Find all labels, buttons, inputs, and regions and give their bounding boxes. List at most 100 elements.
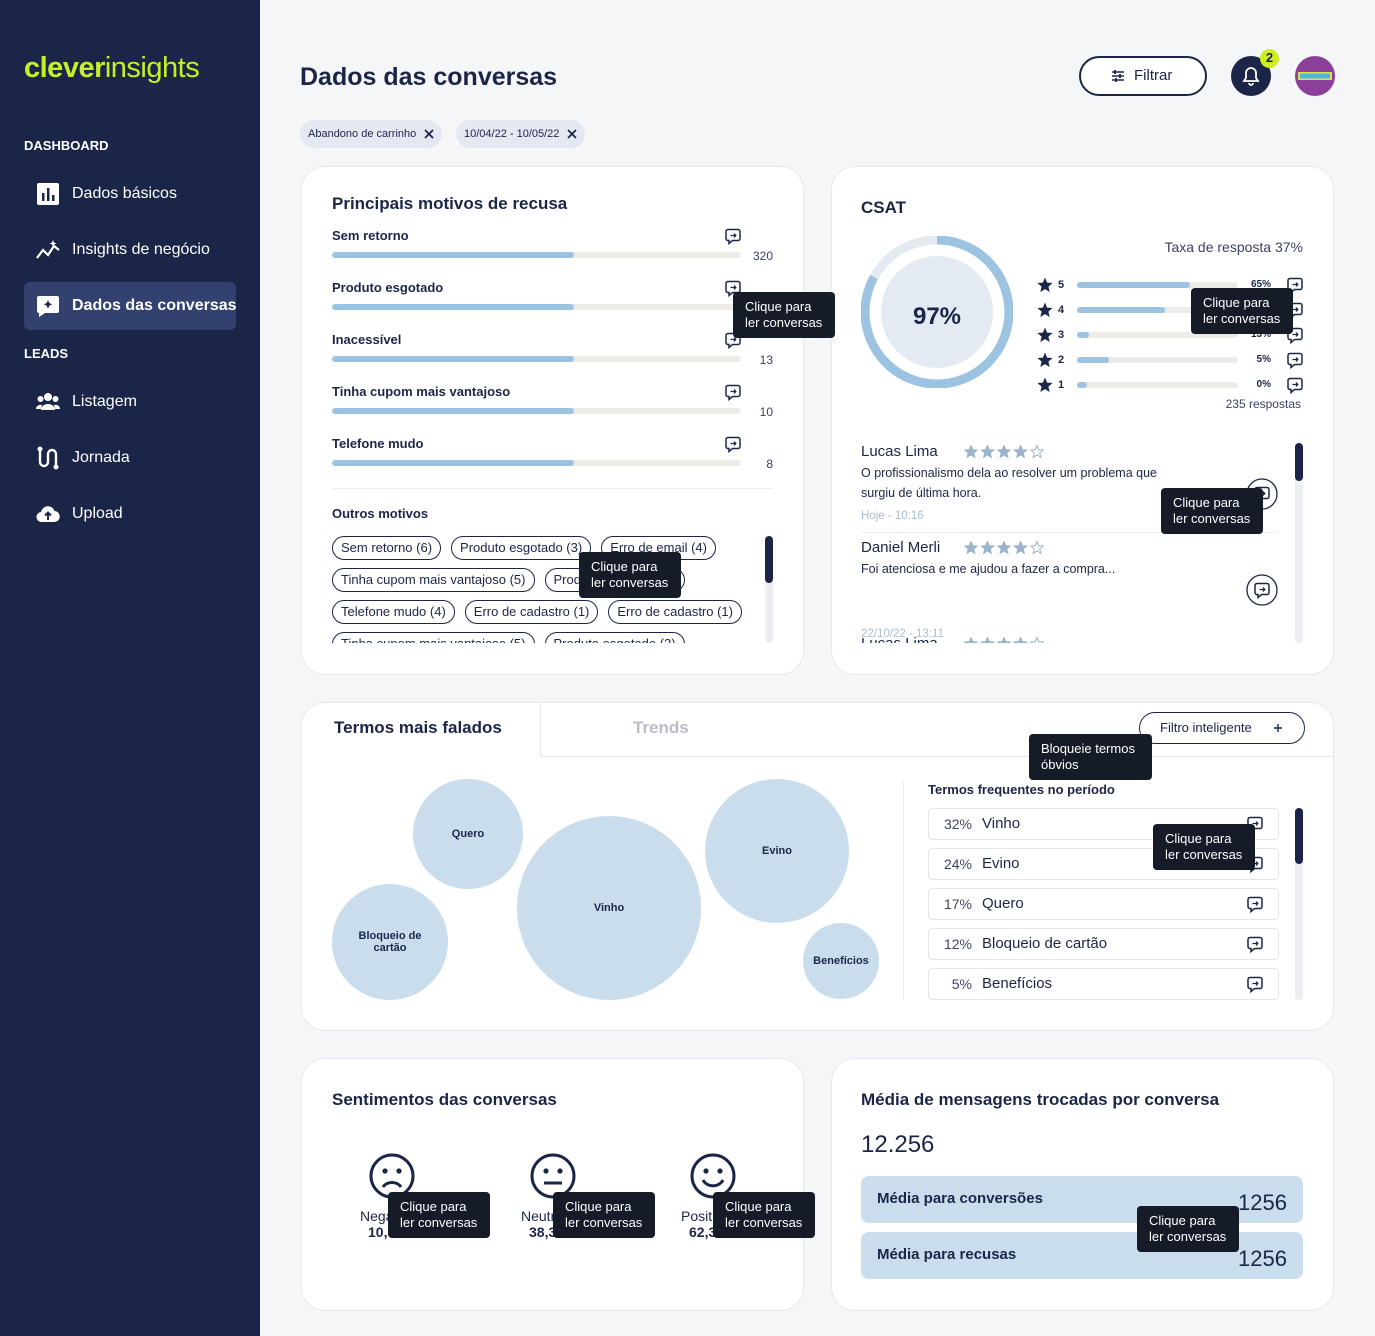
chat-icon[interactable] [1246, 895, 1264, 914]
icon-part [703, 1168, 709, 1174]
term-bubble[interactable]: Bloqueio de cartão [332, 884, 448, 1000]
reason-chip[interactable]: Produto esgotado (3) [451, 536, 592, 560]
icon-part [1029, 540, 1045, 555]
icon-part [36, 244, 60, 259]
icon-part [963, 444, 979, 459]
icon-part [690, 1153, 736, 1199]
icon-part [730, 285, 737, 290]
term-bubble-label: Benefícios [813, 955, 869, 967]
term-row [928, 928, 1279, 960]
icon-part [1037, 302, 1053, 317]
term-bubble[interactable]: Benefícios [803, 923, 879, 999]
icon-part [1292, 307, 1299, 312]
review-time: 22/10/22 - 13:11 [861, 628, 944, 640]
reviewer-name: Lucas Lima [861, 634, 938, 643]
reason-chip[interactable]: Tinha cupom mais vantajoso (5) [332, 568, 535, 592]
rating-stars: 4 [1058, 304, 1065, 316]
chat-icon[interactable] [1246, 975, 1264, 994]
icon-part [1037, 277, 1053, 292]
reason-chip[interactable]: Produto esgotado (3) [544, 632, 685, 643]
icon-part [44, 511, 52, 520]
review-text: O profissionalismo dela ao resolver um p… [861, 466, 1157, 500]
tooltip: Clique para ler conversas [1137, 1206, 1239, 1252]
chat-icon[interactable] [724, 227, 742, 246]
icon-part [1287, 377, 1303, 395]
icon-part [1274, 724, 1282, 732]
reason-chip[interactable]: Tinha cupom mais vantajoso (5) [332, 632, 535, 643]
term-bubble-label: Vinho [593, 902, 625, 914]
icon-part [1037, 302, 1053, 317]
term-bubble[interactable]: Evino [705, 779, 849, 923]
sidebar-item[interactable]: Listagem [72, 393, 137, 410]
icon-part [1013, 444, 1028, 459]
messages-row-value: 1256 [1238, 1190, 1287, 1215]
sidebar-section-title: LEADS [24, 346, 69, 361]
avatar[interactable] [1295, 56, 1335, 96]
bell-button[interactable] [1231, 56, 1271, 96]
icon-part [725, 436, 741, 454]
reason-chip[interactable]: Telefone mudo (4) [332, 600, 455, 624]
icon-part [996, 540, 1012, 555]
icon-part [1292, 382, 1299, 387]
sidebar-item[interactable]: Insights de negócio [72, 241, 210, 258]
rating-pct: 5% [1256, 354, 1271, 365]
messages-total: 12.256 [861, 1131, 935, 1158]
icon-part [730, 337, 737, 342]
tab-active[interactable]: Termos mais falados [334, 718, 502, 737]
filter-chip-remove[interactable] [567, 129, 578, 139]
reason-chip[interactable]: Sem retorno (6) [332, 536, 442, 560]
chat-icon[interactable] [1286, 351, 1304, 370]
chat-icon[interactable] [724, 383, 742, 402]
icon-part [567, 129, 578, 139]
chat-icon[interactable] [724, 279, 742, 298]
chat-icon[interactable] [1246, 935, 1264, 954]
term-bubble[interactable]: Vinho [517, 816, 701, 1000]
icon-part [1029, 444, 1045, 459]
rating-track [1077, 332, 1238, 338]
icon-part [1037, 277, 1053, 292]
reason-chip[interactable]: Erro de cadastro (1) [464, 600, 599, 624]
chat-icon[interactable] [724, 435, 742, 454]
tab-divider [540, 702, 541, 757]
sidebar-icon [36, 294, 60, 318]
icon-part [37, 296, 59, 317]
icon-part [1287, 352, 1303, 370]
rating-fill [1077, 282, 1190, 288]
chat-icon[interactable] [1286, 376, 1304, 395]
sidebar-icon [36, 446, 60, 470]
chat-icon[interactable] [1253, 581, 1271, 600]
refusal-label: Sem retorno [332, 228, 409, 243]
rating-pct: 65% [1250, 279, 1271, 290]
term-label: Evino [982, 855, 1020, 872]
tab[interactable]: Trends [633, 718, 689, 737]
icon-part [1037, 352, 1053, 367]
card-title: Média de mensagens trocadas por conversa [861, 1090, 1220, 1109]
term-label: Quero [982, 895, 1024, 912]
sidebar-item[interactable]: Jornada [72, 449, 130, 466]
sidebar-item[interactable]: Dados básicos [72, 185, 177, 202]
reviewer-name: Daniel Merli [861, 539, 941, 556]
filter-chip-remove[interactable] [424, 129, 434, 139]
icon-part [42, 193, 45, 201]
rating-stars: 1 [1058, 379, 1065, 391]
icon-part [424, 129, 434, 139]
icon-part [1037, 327, 1053, 342]
scrollbar [1295, 808, 1303, 1000]
icon-part [1259, 587, 1266, 592]
reviews: Lucas Lima O profissionalismo dela ao res… [861, 443, 1281, 643]
progress-fill [332, 304, 574, 310]
icon-part [1037, 377, 1053, 392]
icon-part [36, 506, 60, 523]
term-label: Benefícios [982, 975, 1053, 992]
icon-part [52, 195, 55, 201]
tooltip: Clique para ler conversas [388, 1192, 490, 1238]
review-time: Hoje - 10:16 [861, 510, 924, 522]
icon-part [963, 636, 979, 643]
filter-button[interactable] [1079, 56, 1207, 96]
card-title: Sentimentos das conversas [332, 1090, 557, 1109]
reason-chip[interactable]: Erro de cadastro (1) [608, 600, 742, 624]
sidebar-item[interactable]: Upload [72, 505, 123, 522]
term-bubble[interactable]: Quero [413, 779, 523, 889]
sidebar-item[interactable]: Dados das conversas [72, 297, 237, 314]
filter-chip: Abandono de carrinho [300, 120, 443, 148]
